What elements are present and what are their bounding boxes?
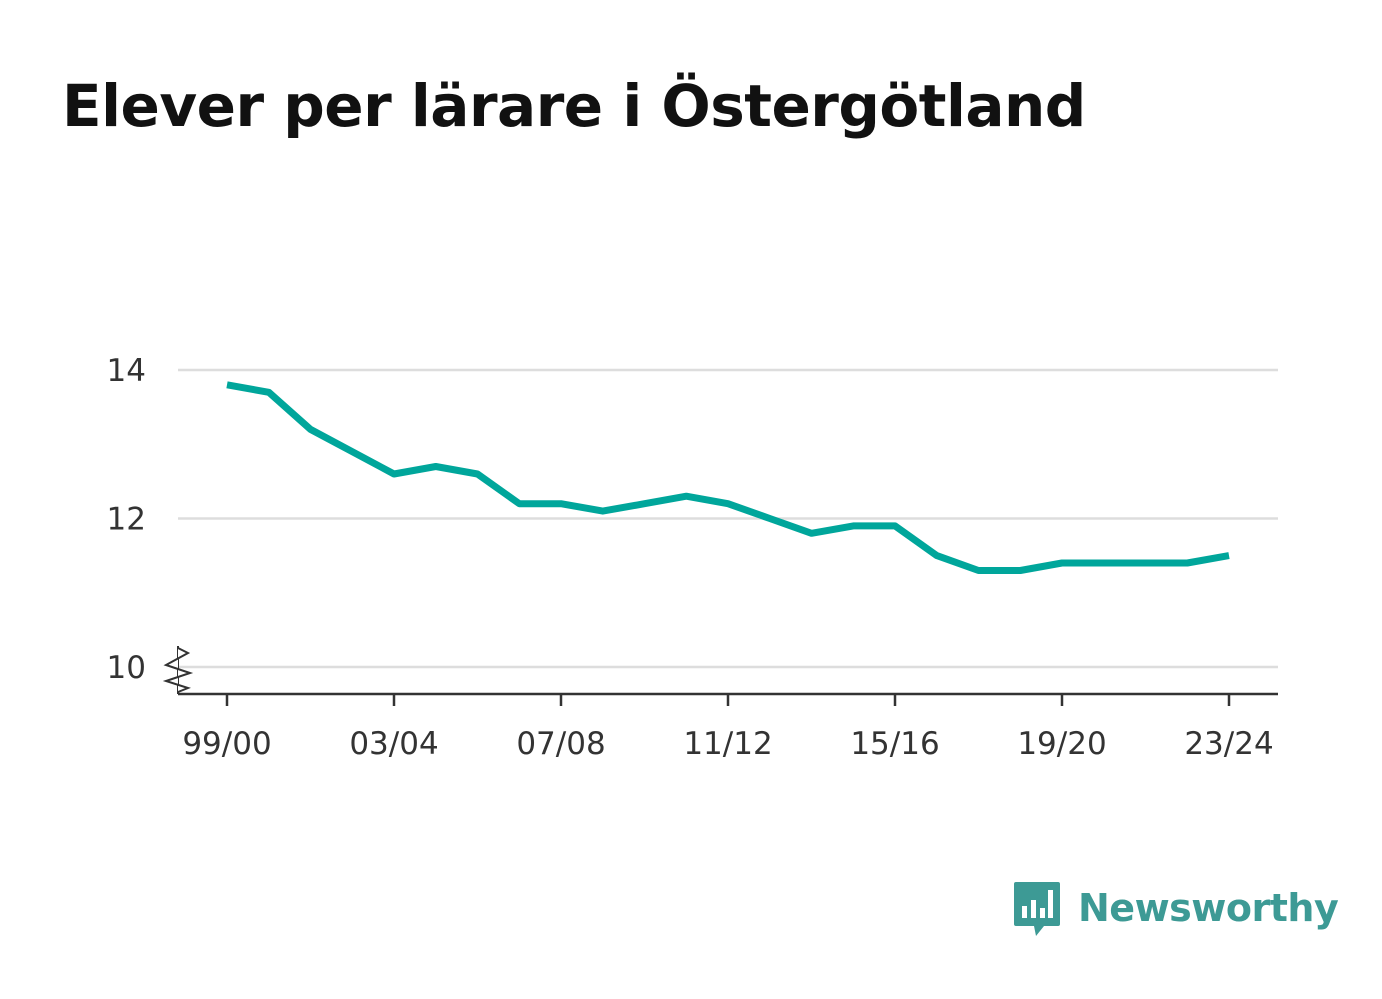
y-tick-label-12: 12 (107, 502, 146, 538)
x-tick-label-99-00: 99/00 (182, 726, 271, 762)
x-tick-label-19-20: 19/20 (1017, 726, 1106, 762)
x-tick-label-07-08: 07/08 (516, 726, 605, 762)
y-tick-label-14: 14 (107, 353, 146, 389)
series-line-0 (226, 381, 1230, 574)
x-tick-label-23-24: 23/24 (1184, 726, 1273, 762)
y-tick-label-10: 10 (107, 650, 146, 686)
x-tick-label-03-04: 03/04 (349, 726, 438, 762)
y-axis-ticks: 10 12 14 (107, 353, 146, 686)
newsworthy-logo: Newsworthy (1010, 878, 1339, 938)
axis-break-icon (162, 647, 194, 693)
chart-title: Elever per lärare i Östergötland (62, 72, 1086, 140)
bar-chart-speech-bubble-icon (1014, 882, 1060, 936)
brand-name: Newsworthy (1078, 886, 1339, 930)
x-tick-label-11-12: 11/12 (683, 726, 772, 762)
x-axis: 99/00 03/04 07/08 11/12 15/16 19/20 23/24 (162, 646, 1278, 762)
gridlines (178, 368, 1278, 669)
x-tick-label-15-16: 15/16 (850, 726, 939, 762)
series-group (226, 381, 1230, 574)
